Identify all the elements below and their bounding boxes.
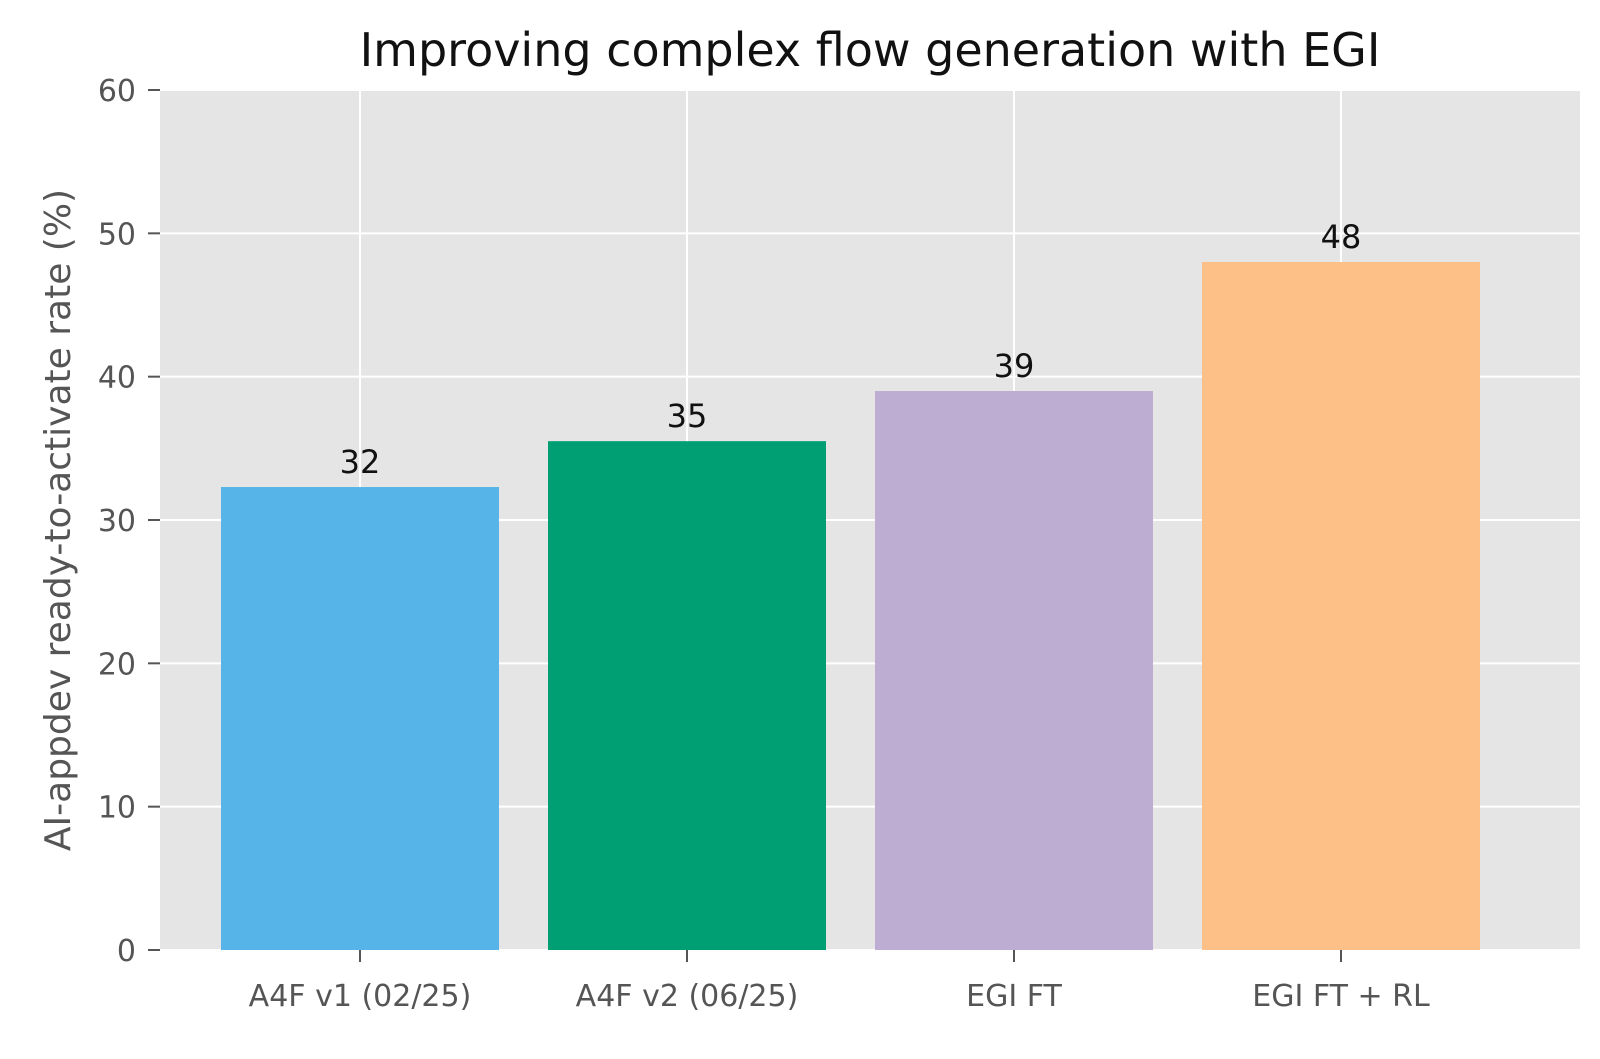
y-axis-ticks [148,89,160,951]
y-tick-label: 20 [98,647,136,682]
y-tick-label: 10 [98,791,136,826]
bar [1202,262,1480,950]
bar-value-label: 32 [340,443,381,481]
y-tick-label: 30 [98,504,136,539]
x-tick-label: A4F v2 (06/25) [576,979,799,1014]
y-tick-label: 0 [117,934,136,969]
y-axis-label: AI-appdev ready-to-activate rate (%) [38,189,79,851]
chart-title: Improving complex flow generation with E… [360,23,1381,77]
bar-value-label: 48 [1321,218,1362,256]
x-axis-ticks [359,950,1342,962]
y-tick-label: 50 [98,217,136,252]
bar [221,487,499,950]
x-tick-label: EGI FT + RL [1252,979,1430,1014]
y-tick-label: 40 [98,361,136,396]
bar [548,441,826,950]
bar-value-label: 35 [667,397,708,435]
x-tick-label: EGI FT [966,979,1062,1014]
bar-value-label: 39 [994,347,1035,385]
y-axis-tick-labels: 0 10 20 30 40 50 60 [98,74,136,969]
bar [875,391,1153,950]
x-tick-label: A4F v1 (02/25) [249,979,472,1014]
bar-value-labels: 32 35 39 48 [340,218,1362,481]
x-axis-tick-labels: A4F v1 (02/25) A4F v2 (06/25) EGI FT EGI FT… [249,979,1430,1014]
bars [221,262,1480,950]
y-tick-label: 60 [98,74,136,109]
